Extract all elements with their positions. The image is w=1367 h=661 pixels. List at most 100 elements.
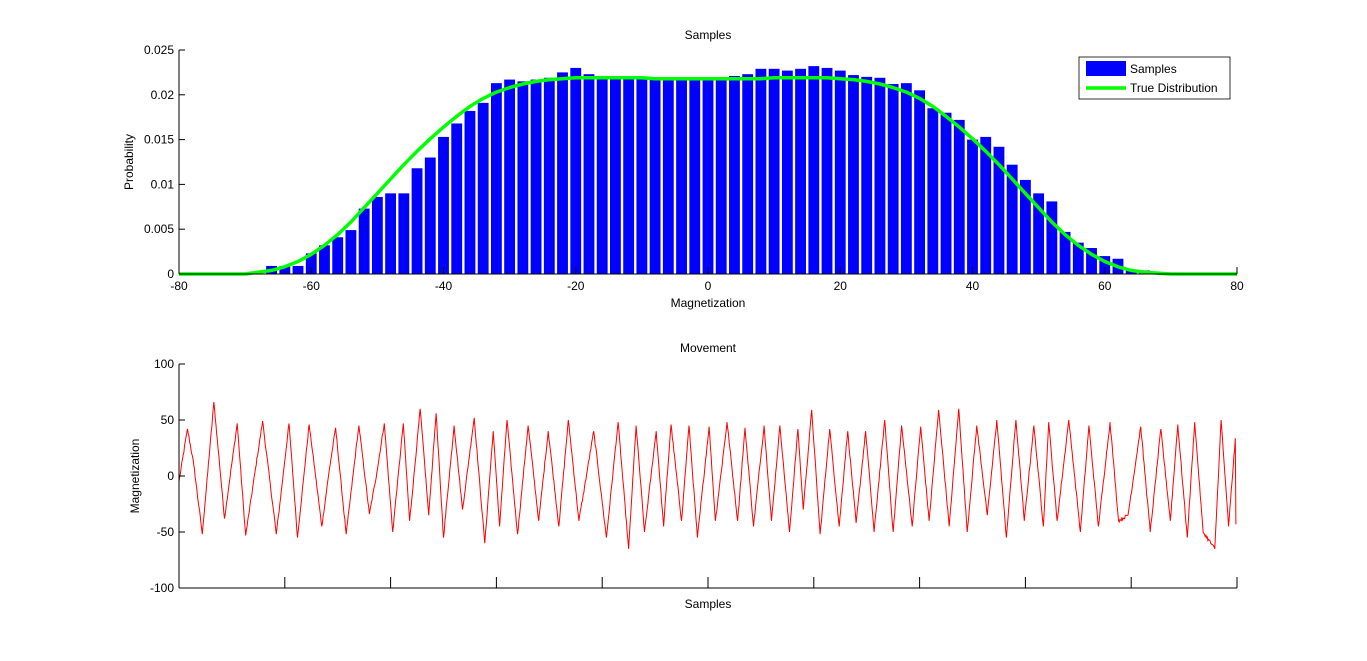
histogram-bar bbox=[1033, 193, 1045, 274]
movement-plot-area bbox=[179, 364, 1237, 588]
histogram-bar bbox=[649, 78, 661, 274]
histogram-x-tick-label: -80 bbox=[170, 279, 188, 293]
histogram-bar bbox=[755, 68, 767, 274]
histogram-bar bbox=[1006, 164, 1018, 274]
histogram-bar bbox=[1125, 270, 1137, 274]
histogram-bar bbox=[729, 75, 740, 274]
histogram-bar bbox=[821, 67, 833, 274]
histogram-bar bbox=[768, 68, 780, 274]
histogram-bar bbox=[610, 78, 621, 274]
movement-y-axis-label: Magnetization bbox=[128, 439, 142, 514]
histogram-bar bbox=[1059, 231, 1071, 274]
histogram-bar bbox=[676, 77, 687, 274]
histogram-bar bbox=[517, 81, 529, 274]
histogram-bar bbox=[795, 68, 806, 274]
histogram-bar bbox=[583, 74, 595, 274]
histogram-bar bbox=[385, 193, 397, 274]
histogram-bar bbox=[504, 79, 516, 274]
histogram-bar bbox=[623, 78, 635, 274]
histogram-bar bbox=[861, 76, 873, 274]
histogram-bar bbox=[345, 230, 357, 274]
histogram-x-tick-label: 20 bbox=[834, 279, 848, 293]
movement-title: Movement bbox=[680, 341, 737, 355]
movement-line bbox=[178, 402, 1237, 549]
histogram-bar bbox=[570, 67, 582, 274]
histogram-bar bbox=[940, 112, 952, 274]
movement-y-tick-label: -50 bbox=[157, 525, 175, 539]
histogram-bar bbox=[1099, 256, 1111, 274]
histogram-y-tick-label: 0.005 bbox=[144, 222, 174, 236]
histogram-bar bbox=[477, 102, 489, 274]
histogram-x-axis-label: Magnetization bbox=[671, 296, 746, 310]
movement-y-tick-label: -100 bbox=[150, 581, 174, 595]
histogram-bar bbox=[715, 77, 727, 274]
histogram-bar bbox=[279, 265, 291, 274]
histogram-bar bbox=[662, 78, 674, 274]
histogram-bar bbox=[371, 196, 383, 274]
histogram-y-tick-label: 0.02 bbox=[151, 88, 175, 102]
histogram-bar bbox=[1046, 201, 1058, 274]
histogram-bar bbox=[742, 74, 754, 274]
true-distribution-line bbox=[179, 76, 1237, 276]
histogram-bar bbox=[636, 78, 648, 274]
histogram-y-tick-label: 0 bbox=[167, 267, 174, 281]
legend-swatch-samples bbox=[1086, 61, 1126, 76]
legend: Samples True Distribution bbox=[1078, 56, 1231, 100]
movement-axes: -100 -50 0 50 100 Movement Samples Magnetiza… bbox=[128, 341, 1238, 611]
histogram-bars bbox=[266, 66, 1150, 275]
histogram-bar bbox=[398, 193, 410, 274]
movement-x-axis-label: Samples bbox=[685, 597, 732, 611]
histogram-bar bbox=[464, 110, 476, 275]
histogram-bar bbox=[980, 136, 992, 274]
histogram-bar bbox=[689, 78, 701, 274]
histogram-bar bbox=[305, 253, 317, 274]
histogram-x-ticks: -80 -60 -40 -20 0 20 40 60 80 bbox=[170, 267, 1244, 293]
histogram-bar bbox=[874, 77, 886, 274]
histogram-bar bbox=[358, 208, 370, 274]
histogram-bar bbox=[927, 108, 939, 275]
histogram-bar bbox=[914, 90, 926, 274]
legend-label-samples: Samples bbox=[1130, 62, 1177, 76]
histogram-bar bbox=[530, 79, 542, 274]
movement-y-tick-label: 0 bbox=[167, 469, 174, 483]
histogram-bar bbox=[292, 265, 304, 274]
histogram-bar bbox=[900, 83, 912, 275]
movement-y-tick-label: 100 bbox=[154, 357, 174, 371]
histogram-y-ticks: 0 0.005 0.01 0.015 0.02 0.025 bbox=[144, 43, 185, 281]
histogram-bar bbox=[596, 77, 608, 274]
histogram-axes: 0 0.005 0.01 0.015 0.02 0.025 -80 -60 -40 -20 0 20… bbox=[122, 28, 1244, 310]
histogram-title: Samples bbox=[685, 28, 732, 42]
histogram-bar bbox=[490, 83, 502, 275]
histogram-bar bbox=[967, 139, 978, 274]
histogram-x-tick-label: -60 bbox=[303, 279, 321, 293]
histogram-x-tick-label: 80 bbox=[1230, 279, 1244, 293]
histogram-y-tick-label: 0.01 bbox=[151, 177, 175, 191]
histogram-bar bbox=[953, 119, 965, 274]
histogram-bar bbox=[848, 75, 859, 274]
histogram-bar bbox=[781, 70, 793, 274]
histogram-x-tick-label: 40 bbox=[966, 279, 980, 293]
legend-label-true-distribution: True Distribution bbox=[1130, 81, 1218, 95]
histogram-bar bbox=[543, 77, 555, 274]
histogram-bar bbox=[887, 84, 899, 274]
histogram-bar bbox=[834, 70, 846, 274]
histogram-bar bbox=[451, 123, 463, 274]
histogram-x-tick-label: -40 bbox=[435, 279, 453, 293]
movement-y-ticks: -100 -50 0 50 100 bbox=[150, 357, 185, 595]
histogram-bar bbox=[808, 66, 820, 274]
histogram-bar bbox=[319, 245, 330, 274]
histogram-bar bbox=[1019, 179, 1031, 274]
histogram-y-axis-label: Probability bbox=[122, 134, 136, 190]
histogram-bar bbox=[438, 136, 449, 274]
histogram-bar bbox=[702, 78, 714, 274]
histogram-x-tick-label: -20 bbox=[567, 279, 585, 293]
movement-y-tick-label: 50 bbox=[161, 413, 175, 427]
histogram-x-tick-label: 60 bbox=[1098, 279, 1112, 293]
histogram-bar bbox=[1072, 242, 1084, 274]
histogram-bar bbox=[1086, 248, 1097, 274]
histogram-bar bbox=[332, 237, 344, 274]
histogram-y-tick-label: 0.015 bbox=[144, 133, 174, 147]
histogram-bar bbox=[424, 157, 436, 274]
histogram-bar bbox=[411, 168, 423, 274]
